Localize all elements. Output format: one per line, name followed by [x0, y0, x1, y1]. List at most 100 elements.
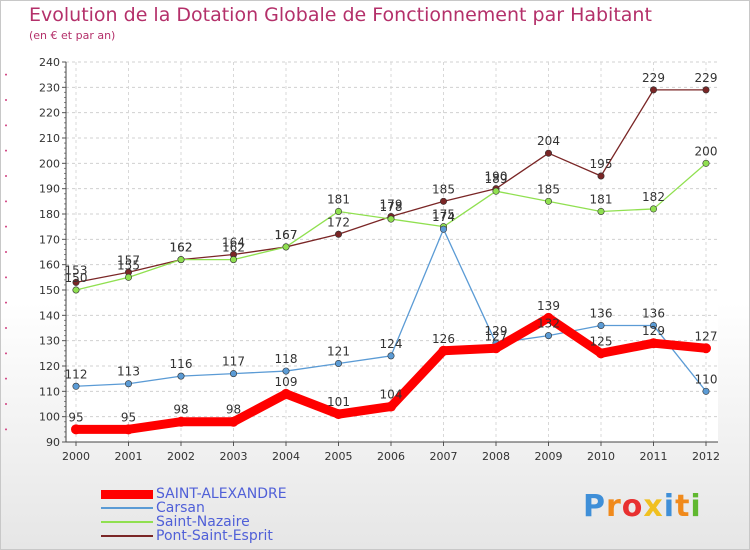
- data-point: [125, 273, 133, 281]
- legend-swatch: [101, 507, 153, 509]
- data-label: 190: [485, 170, 508, 184]
- axis-dot: [5, 352, 7, 355]
- data-point: [282, 367, 290, 375]
- legend-label: SAINT-ALEXANDRE: [156, 486, 287, 502]
- data-point: [230, 256, 238, 264]
- data-point: [176, 416, 186, 427]
- data-label: 229: [642, 71, 665, 85]
- data-label: 150: [65, 271, 88, 285]
- data-label: 185: [432, 182, 455, 196]
- axis-dot: [5, 327, 7, 329]
- data-point: [491, 343, 501, 354]
- x-tick-label: 2003: [220, 450, 248, 463]
- axis-dot: [5, 301, 7, 304]
- x-tick-label: 2008: [482, 450, 510, 463]
- data-label: 121: [327, 344, 350, 358]
- data-point: [72, 278, 80, 286]
- logo-letter: i: [663, 489, 676, 524]
- axis-dot: [5, 225, 7, 228]
- data-point: [72, 382, 80, 390]
- data-label: 181: [327, 192, 350, 206]
- data-label: 179: [380, 198, 403, 212]
- axis-dot: [5, 200, 7, 203]
- data-label: 132: [537, 317, 560, 331]
- data-point: [281, 388, 291, 399]
- x-tick-label: 2001: [115, 450, 143, 463]
- legend-label: Saint-Nazaire: [156, 514, 250, 530]
- data-point: [649, 205, 657, 213]
- data-label: 112: [65, 367, 88, 381]
- data-label: 136: [642, 306, 665, 320]
- data-label: 167: [275, 228, 298, 242]
- data-label: 162: [222, 241, 245, 255]
- legend-label: Pont-Saint-Esprit: [156, 528, 273, 544]
- data-label: 125: [590, 334, 613, 348]
- data-point: [544, 332, 552, 340]
- chart-title: Evolution de la Dotation Globale de Fonc…: [29, 4, 652, 26]
- data-point: [544, 197, 552, 205]
- data-point: [648, 338, 659, 349]
- data-label: 127: [485, 329, 508, 343]
- data-point: [597, 207, 605, 215]
- data-label: 162: [170, 241, 193, 255]
- axis-dot: [5, 251, 7, 253]
- data-point: [282, 243, 290, 251]
- data-label: 185: [537, 182, 560, 196]
- data-label: 174: [432, 210, 455, 224]
- data-label: 189: [485, 172, 508, 186]
- data-point: [333, 409, 344, 420]
- axis-dot: [5, 428, 7, 431]
- data-label: 129: [485, 324, 508, 338]
- y-tick-label: 100: [39, 411, 60, 424]
- axis-dot: [5, 276, 7, 279]
- data-label: 164: [222, 236, 245, 250]
- data-point: [72, 286, 80, 294]
- data-point: [702, 159, 710, 167]
- data-point: [177, 256, 185, 264]
- data-point: [387, 215, 395, 223]
- data-label: 167: [275, 228, 298, 242]
- logo-letter: x: [643, 489, 664, 524]
- y-tick-label: 160: [39, 259, 60, 272]
- data-point: [439, 197, 447, 205]
- data-point: [597, 321, 605, 329]
- logo-letter: i: [690, 489, 702, 524]
- data-point: [702, 86, 710, 94]
- axis-dot: [5, 403, 7, 405]
- data-label: 181: [590, 192, 613, 206]
- data-label: 98: [173, 403, 188, 417]
- axis-dot: [5, 377, 7, 380]
- data-label: 95: [68, 410, 83, 424]
- y-tick-label: 220: [39, 107, 60, 120]
- data-point: [71, 424, 81, 435]
- data-label: 157: [117, 253, 140, 267]
- data-point: [386, 401, 396, 412]
- legend-label: Carsan: [156, 500, 205, 516]
- y-tick-label: 210: [39, 132, 60, 145]
- data-label: 172: [327, 215, 350, 229]
- logo-letter: r: [606, 489, 622, 524]
- x-tick-label: 2002: [167, 450, 195, 463]
- axis-dot: [5, 124, 7, 127]
- data-point: [387, 352, 395, 360]
- data-label: 98: [226, 403, 241, 417]
- axis-dot: [5, 149, 7, 152]
- data-point: [492, 187, 500, 195]
- data-point: [334, 207, 342, 215]
- data-label: 153: [65, 263, 88, 277]
- x-tick-label: 2009: [535, 450, 563, 463]
- x-tick-label: 2005: [325, 450, 353, 463]
- y-tick-label: 180: [39, 208, 60, 221]
- data-label: 109: [275, 375, 298, 389]
- proxiti-logo: Proxiti: [583, 489, 702, 524]
- data-label: 178: [380, 200, 403, 214]
- data-label: 229: [695, 71, 718, 85]
- data-point: [649, 86, 657, 94]
- data-label: 155: [117, 258, 140, 272]
- data-label: 117: [222, 355, 245, 369]
- legend-swatch: [101, 521, 153, 523]
- data-point: [228, 416, 239, 427]
- y-tick-label: 240: [39, 56, 60, 69]
- data-label: 104: [380, 388, 403, 402]
